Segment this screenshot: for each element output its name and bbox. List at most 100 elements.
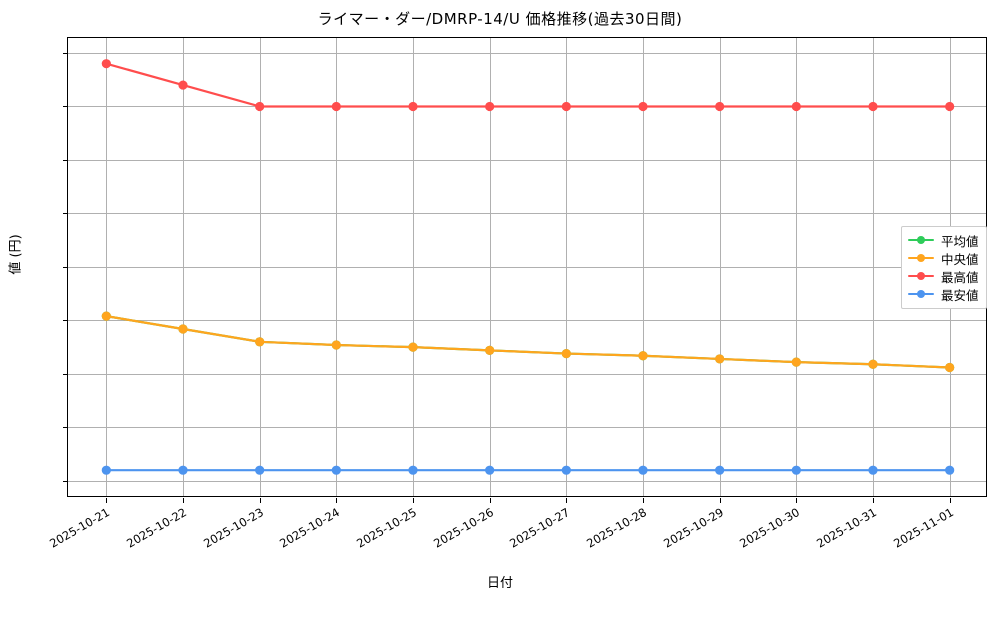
chart-figure: ライマー・ダー/DMRP-14/U 価格推移(過去30日間) 255075100… (8, 10, 987, 591)
gridline-horizontal (68, 213, 986, 215)
x-tick-mark (566, 498, 568, 503)
data-point (485, 345, 495, 355)
data-point (945, 465, 955, 475)
gridline-horizontal (68, 266, 986, 268)
data-point (945, 101, 955, 112)
legend-label: 最安値 (941, 287, 979, 303)
series-中央値 (101, 311, 955, 373)
gridline-vertical (643, 38, 644, 496)
data-point (178, 465, 188, 475)
y-tick-mark (63, 480, 68, 482)
legend-item-中央値[interactable]: 中央値 (908, 249, 979, 267)
x-tick-mark (719, 498, 721, 503)
legend-swatch-icon (908, 288, 934, 300)
gridline-horizontal (68, 52, 986, 54)
data-point (101, 59, 111, 69)
data-point (331, 101, 341, 112)
gridline-horizontal (68, 320, 986, 322)
x-tick-mark (106, 498, 108, 503)
x-tick-mark (643, 498, 644, 503)
y-tick-mark (63, 266, 68, 268)
data-point (715, 354, 725, 364)
legend-swatch-icon (908, 270, 934, 282)
y-tick-mark (63, 159, 68, 161)
data-point (561, 101, 571, 112)
x-tick-mark (413, 498, 414, 503)
legend-label: 平均値 (941, 233, 979, 249)
data-point (715, 465, 725, 475)
gridline-vertical (719, 38, 721, 496)
data-point (945, 362, 955, 373)
x-tick-mark (336, 498, 338, 503)
data-point (101, 465, 111, 475)
legend-label: 最高値 (941, 269, 979, 285)
data-point (868, 359, 878, 369)
chart-legend[interactable]: 平均値中央値最高値最安値 (901, 226, 987, 309)
data-point (255, 465, 265, 475)
gridline-vertical (873, 38, 874, 496)
x-tick-mark (489, 498, 491, 503)
gridline-vertical (566, 38, 568, 496)
gridline-vertical (413, 38, 414, 496)
series-最高値 (101, 59, 955, 112)
gridline-horizontal (68, 159, 986, 161)
series-lines (101, 59, 955, 475)
data-point (178, 324, 188, 334)
data-point (255, 101, 265, 112)
x-tick-mark (949, 498, 951, 503)
plot-area (63, 37, 987, 503)
data-point (101, 311, 111, 321)
x-tick-mark (183, 498, 184, 503)
x-tick-mark (259, 498, 261, 503)
data-point (485, 465, 495, 475)
legend-item-最高値[interactable]: 最高値 (908, 267, 979, 285)
y-tick-mark (63, 373, 68, 375)
series-最安値 (101, 465, 955, 475)
x-axis-title: 日付 (486, 576, 513, 591)
data-point (178, 80, 188, 90)
data-point (868, 465, 878, 475)
data-point (561, 348, 571, 359)
legend-item-最安値[interactable]: 最安値 (908, 285, 979, 303)
data-point (791, 465, 801, 475)
y-tick-mark (63, 213, 68, 215)
gridline-vertical (489, 38, 491, 496)
legend-label: 中央値 (941, 251, 979, 267)
gridline-horizontal (68, 373, 986, 375)
data-point (331, 465, 341, 475)
data-point (791, 357, 801, 367)
data-point (408, 465, 418, 475)
data-point (485, 101, 495, 112)
data-point (791, 101, 801, 112)
data-point (715, 101, 725, 112)
gridline-vertical (796, 38, 798, 496)
y-tick-mark (63, 106, 68, 108)
gridline-horizontal (68, 427, 986, 429)
series-line (105, 315, 951, 369)
series-line (105, 315, 951, 369)
x-tick-mark (796, 498, 798, 503)
data-point (408, 101, 418, 112)
y-tick-mark (63, 320, 68, 322)
y-tick-mark (63, 427, 68, 429)
legend-swatch-icon (908, 234, 934, 246)
data-point (638, 101, 648, 112)
data-point (255, 337, 265, 347)
x-tick-mark (873, 498, 874, 503)
data-point (868, 101, 878, 112)
legend-swatch-icon (908, 252, 934, 264)
legend-item-平均値[interactable]: 平均値 (908, 231, 979, 249)
chart-title: ライマー・ダー/DMRP-14/U 価格推移(過去30日間) (317, 10, 683, 28)
y-axis-title: 値 (円) (8, 234, 24, 275)
data-point (561, 465, 571, 475)
data-point (638, 465, 648, 475)
data-point (638, 351, 648, 361)
data-point (408, 342, 418, 352)
gridline-vertical (106, 38, 108, 496)
gridline-vertical (259, 38, 261, 496)
gridline-vertical (183, 38, 184, 496)
gridline-horizontal (68, 480, 986, 482)
gridline-vertical (336, 38, 338, 496)
series-line (105, 62, 951, 108)
y-tick-mark (63, 52, 68, 54)
